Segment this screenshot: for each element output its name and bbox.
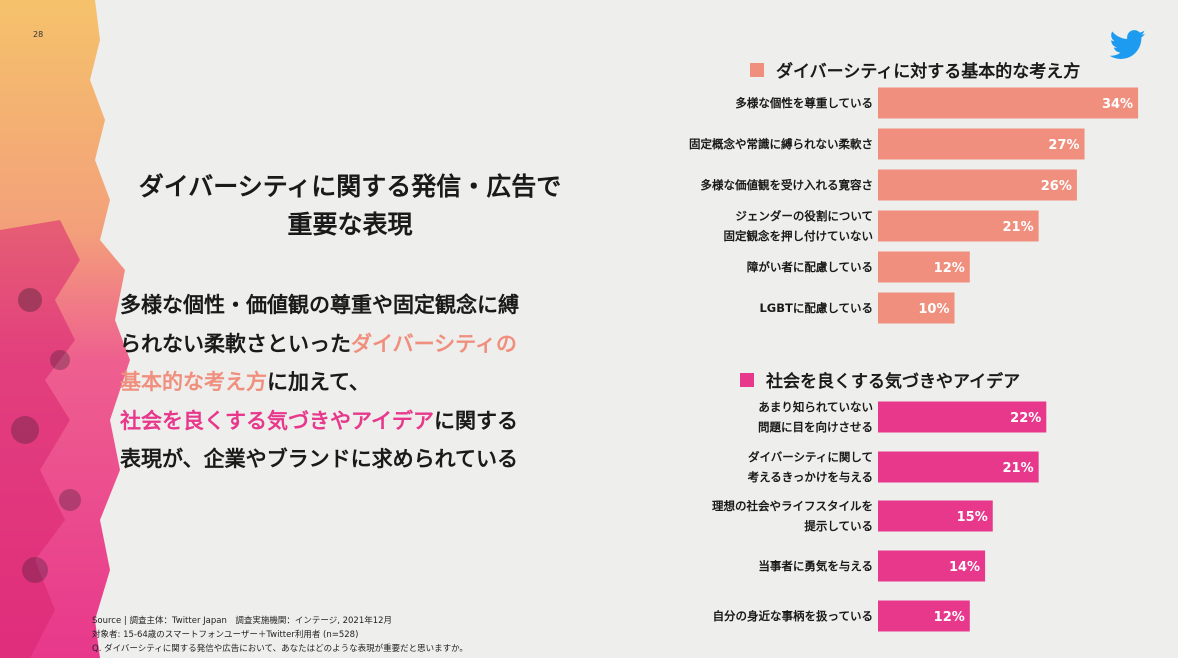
chart-2-title: 社会を良くする気づきやアイデア bbox=[740, 367, 1020, 392]
value-label-1-2: 27% bbox=[1048, 138, 1079, 153]
value-label-2-2: 21% bbox=[1003, 461, 1034, 476]
value-label-2-5: 12% bbox=[934, 610, 965, 625]
value-label-1-3: 26% bbox=[1041, 179, 1072, 194]
category-label-2-3-line-1: 理想の社会やライフスタイルを bbox=[712, 499, 873, 513]
chart-1-legend-square bbox=[750, 62, 764, 77]
bar-1-3 bbox=[878, 169, 1077, 201]
category-label-2-3-line-2: 提示している bbox=[804, 519, 873, 533]
source-note: Source | 調査主体：Twitter Japan 調査実施機関：インテージ… bbox=[92, 614, 468, 656]
category-label-1-4-line-2: 固定観念を押し付けていない bbox=[724, 229, 874, 243]
value-label-1-6: 10% bbox=[918, 302, 949, 317]
headline-line-2: 重要な表現 bbox=[287, 210, 413, 239]
highlight-social-ideas: 社会を良くする気づきやアイデア bbox=[120, 408, 434, 433]
chart-2-legend-square bbox=[740, 372, 754, 387]
bar-1-5 bbox=[878, 251, 970, 283]
chart-1-title: ダイバーシティに対する基本的な考え方 bbox=[750, 57, 1080, 82]
category-label-1-3: 多様な価値観を受け入れる寛容さ bbox=[701, 178, 874, 192]
bar-1-1 bbox=[878, 87, 1139, 119]
bar-2-1 bbox=[878, 401, 1047, 433]
category-label-1-2: 固定概念や常識に縛られない柔軟さ bbox=[689, 137, 873, 151]
summary-line-4: に関する bbox=[433, 408, 518, 433]
category-label-1-4-line-1: ジェンダーの役割について bbox=[735, 209, 873, 223]
category-label-1-1: 多様な個性を尊重している bbox=[735, 96, 873, 110]
summary-text: 多様な個性・価値観の尊重や固定観念に縛 られない柔軟さといったダイバーシティの … bbox=[120, 286, 620, 479]
value-label-1-4: 21% bbox=[1003, 220, 1034, 235]
source-line-2: 対象者: 15-64歳のスマートフォンユーザー＋Twitter利用者 (n=52… bbox=[92, 630, 359, 640]
value-label-2-4: 14% bbox=[949, 560, 980, 575]
summary-line-1: 多様な個性・価値観の尊重や固定観念に縛 bbox=[120, 293, 519, 317]
category-label-1-6: LGBTに配慮している bbox=[759, 301, 873, 315]
highlight-diversity: ダイバーシティの bbox=[351, 331, 517, 356]
value-label-2-1: 22% bbox=[1010, 411, 1041, 426]
bar-2-5 bbox=[878, 600, 970, 632]
category-label-2-2-line-1: ダイバーシティに関して bbox=[748, 450, 873, 464]
page-headline: ダイバーシティに関する発信・広告で 重要な表現 bbox=[100, 168, 600, 244]
category-label-2-1-line-2: 問題に目を向けさせる bbox=[758, 420, 873, 434]
value-label-1-1: 34% bbox=[1102, 97, 1133, 112]
page-number: 28 bbox=[33, 30, 44, 39]
bar-2-4 bbox=[878, 550, 986, 582]
bar-1-4 bbox=[878, 210, 1039, 242]
chart-1-title-text: ダイバーシティに対する基本的な考え方 bbox=[776, 62, 1081, 82]
source-line-3: Q. ダイバーシティに関する発信や広告において、あなたはどのような表現が重要だと… bbox=[92, 644, 468, 654]
source-line-1: Source | 調査主体：Twitter Japan 調査実施機関：インテージ… bbox=[92, 616, 393, 626]
category-label-1-5: 障がい者に配慮している bbox=[747, 260, 873, 274]
chart-2-title-text: 社会を良くする気づきやアイデア bbox=[766, 372, 1021, 392]
twitter-bird-icon bbox=[1110, 30, 1146, 59]
summary-line-5: 表現が、企業やブランドに求められている bbox=[120, 447, 518, 471]
bar-1-2 bbox=[878, 128, 1085, 160]
category-label-2-5: 自分の身近な事柄を扱っている bbox=[713, 609, 873, 623]
category-label-2-2-line-2: 考えるきっかけを与える bbox=[748, 470, 873, 484]
highlight-basic-thinking: 基本的な考え方 bbox=[120, 370, 267, 394]
summary-line-3: に加えて、 bbox=[267, 370, 370, 394]
bar-2-2 bbox=[878, 451, 1039, 483]
value-label-2-3: 15% bbox=[957, 510, 988, 525]
bar-2-3 bbox=[878, 500, 993, 532]
summary-line-2: られない柔軟さといった bbox=[120, 331, 351, 356]
value-label-1-5: 12% bbox=[934, 261, 965, 276]
category-label-2-4: 当事者に勇気を与える bbox=[758, 559, 873, 573]
headline-line-1: ダイバーシティに関する発信・広告で bbox=[138, 172, 562, 201]
decorative-crowd-image bbox=[0, 0, 140, 658]
category-label-2-1-line-1: あまり知られていない bbox=[758, 400, 873, 414]
bar-1-6 bbox=[878, 292, 955, 324]
